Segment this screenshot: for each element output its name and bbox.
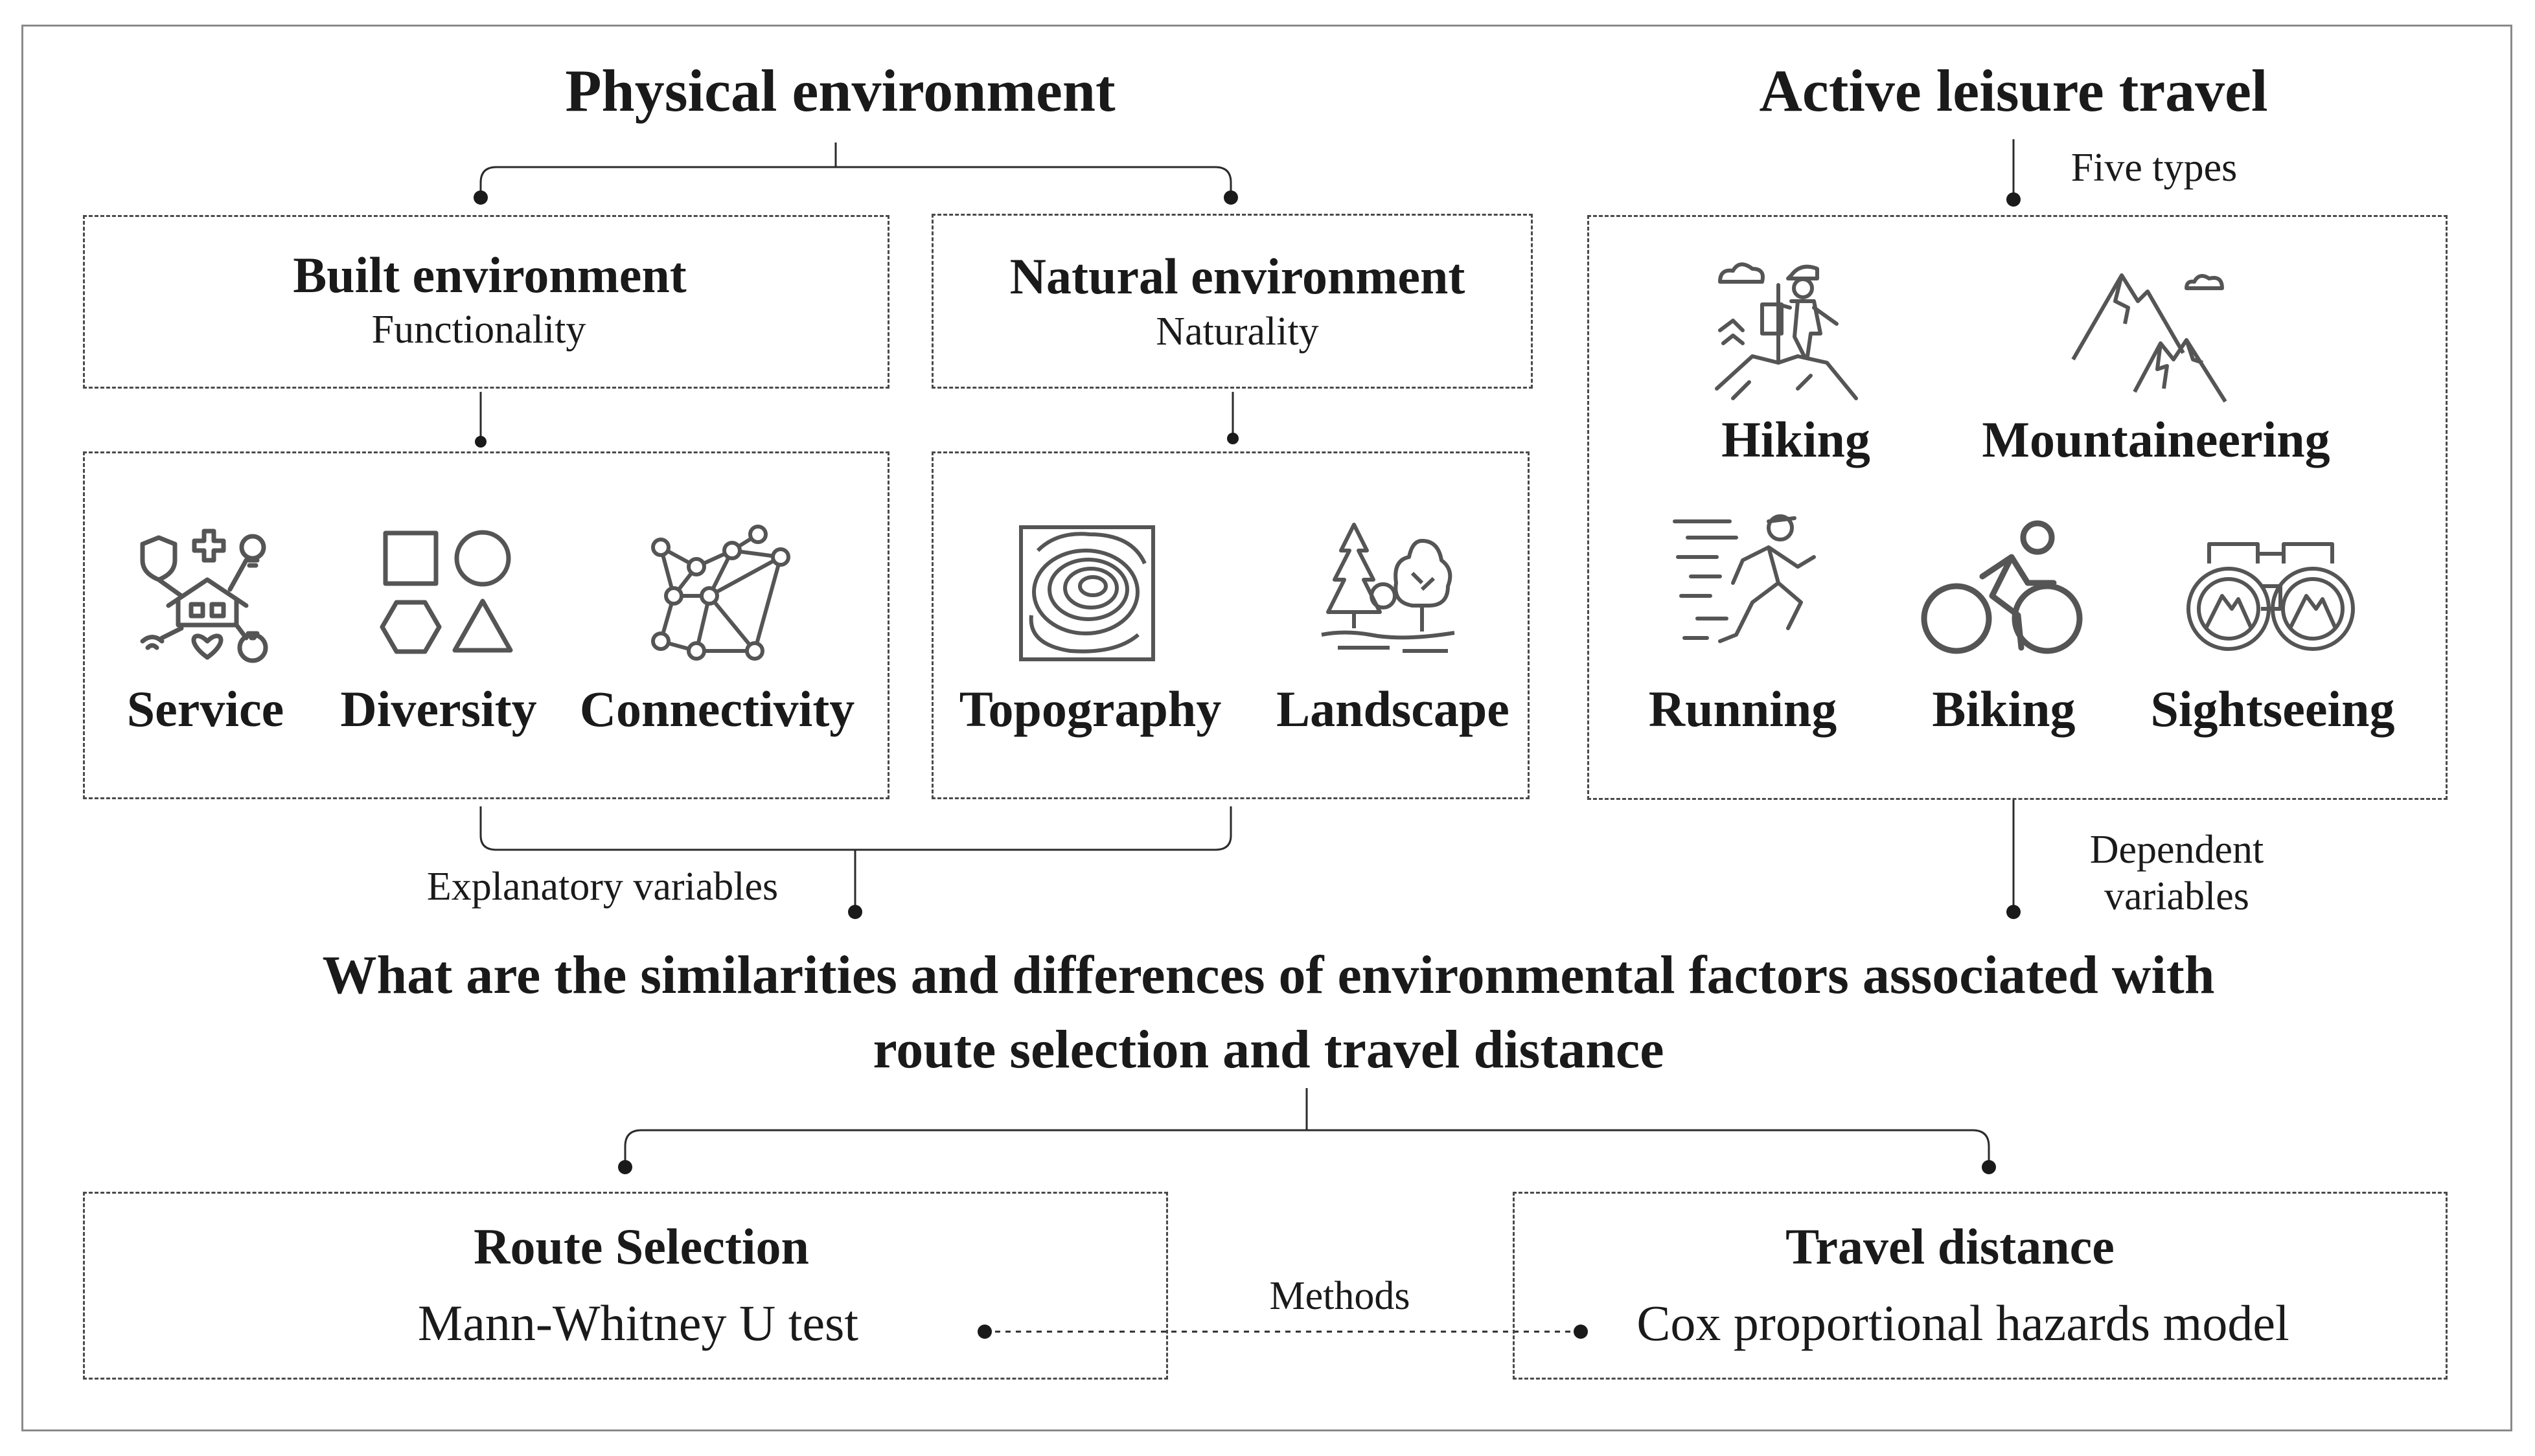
topography-icon <box>1018 525 1156 662</box>
physical-bracket <box>479 142 1232 194</box>
physical-environment-title: Physical environment <box>565 58 1116 124</box>
methods-bracket <box>624 1088 1990 1163</box>
activity-types-box <box>1587 215 2448 800</box>
active-leisure-travel-title: Active leisure travel <box>1759 58 2268 124</box>
dependent-variables-label-line1: Dependent <box>2089 828 2264 872</box>
natural-factors-box <box>932 451 1530 799</box>
five-types-label: Five types <box>2070 146 2238 190</box>
topography-label: Topography <box>959 681 1222 737</box>
hiking-label: Hiking <box>1721 411 1870 468</box>
methods-label: Methods <box>1269 1274 1410 1318</box>
travel-distance-box <box>1513 1192 2448 1380</box>
running-icon <box>1671 512 1820 657</box>
natural-environment-title: Natural environment <box>1009 248 1465 304</box>
biking-icon <box>1921 518 2083 654</box>
explanatory-variables-label: Explanatory variables <box>426 865 779 909</box>
binoculars-icon <box>2183 538 2358 654</box>
cox-model-method: Cox proportional hazards model <box>1636 1295 2289 1351</box>
service-label: Service <box>126 681 284 737</box>
service-icon <box>130 528 272 664</box>
running-label: Running <box>1648 681 1837 737</box>
connectivity-label: Connectivity <box>579 681 855 737</box>
natural-environment-box <box>932 214 1533 389</box>
built-factors-box <box>83 451 889 799</box>
research-question-line2: route selection and travel distance <box>873 1019 1664 1080</box>
landscape-icon <box>1318 521 1458 661</box>
sightseeing-label: Sightseeing <box>2150 681 2395 737</box>
figure-frame <box>21 25 2512 1431</box>
research-question-line1: What are the similarities and difference… <box>322 945 2215 1005</box>
hiking-icon <box>1714 259 1859 402</box>
route-selection-box <box>83 1192 1168 1380</box>
mountaineering-label: Mountaineering <box>1982 411 2330 468</box>
travel-distance-title: Travel distance <box>1785 1218 2115 1275</box>
mountains-icon <box>2070 262 2232 408</box>
diversity-icon <box>380 530 513 654</box>
explanatory-bracket <box>479 806 1232 909</box>
dependent-variables-label-line2: variables <box>2104 874 2249 918</box>
built-environment-subtitle: Functionality <box>371 308 586 352</box>
built-environment-title: Built environment <box>293 247 687 303</box>
connectivity-icon <box>648 525 790 661</box>
built-environment-box <box>83 215 889 389</box>
mann-whitney-method: Mann-Whitney U test <box>417 1295 859 1351</box>
route-selection-title: Route Selection <box>474 1218 809 1275</box>
biking-label: Biking <box>1932 681 2076 737</box>
diversity-label: Diversity <box>340 681 537 737</box>
landscape-label: Landscape <box>1276 681 1509 737</box>
natural-environment-subtitle: Naturality <box>1156 310 1319 354</box>
